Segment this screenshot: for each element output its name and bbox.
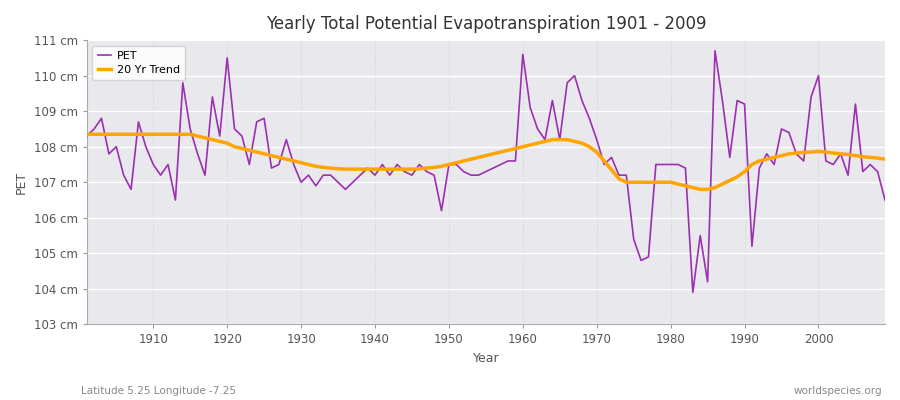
PET [510,158,521,163]
20 Yr Trend [518,144,528,149]
X-axis label: Year: Year [472,352,500,365]
20 Yr Trend [81,132,92,137]
Line: PET: PET [86,51,885,292]
Text: Latitude 5.25 Longitude -7.25: Latitude 5.25 Longitude -7.25 [81,386,236,396]
20 Yr Trend [879,157,890,162]
Title: Yearly Total Potential Evapotranspiration 1901 - 2009: Yearly Total Potential Evapotranspiratio… [266,15,706,33]
PET [606,155,616,160]
Y-axis label: PET: PET [15,171,28,194]
Legend: PET, 20 Yr Trend: PET, 20 Yr Trend [93,46,185,80]
PET [140,144,151,149]
Text: worldspecies.org: worldspecies.org [794,386,882,396]
20 Yr Trend [695,187,706,192]
PET [518,52,528,57]
PET [879,198,890,202]
PET [303,173,314,178]
PET [81,134,92,138]
20 Yr Trend [140,132,151,137]
Line: 20 Yr Trend: 20 Yr Trend [86,134,885,189]
20 Yr Trend [303,162,314,167]
20 Yr Trend [510,146,521,151]
20 Yr Trend [606,168,616,172]
PET [347,180,358,185]
PET [688,290,698,295]
PET [709,48,720,53]
20 Yr Trend [347,167,358,172]
